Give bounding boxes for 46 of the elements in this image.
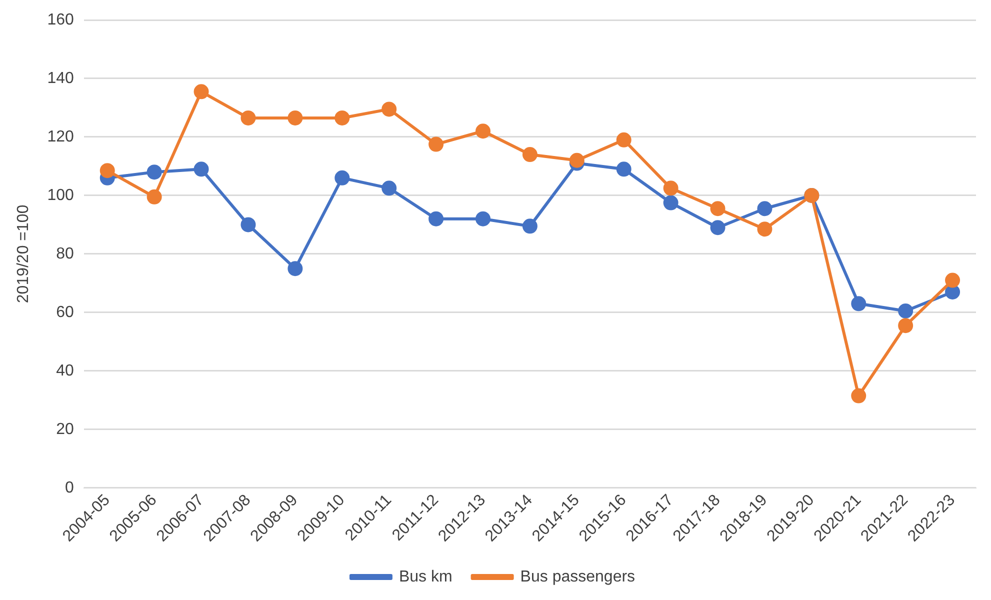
y-tick-label: 60 [56, 304, 74, 321]
point [757, 222, 772, 237]
y-tick-label: 160 [47, 11, 74, 28]
y-tick-label: 120 [47, 128, 74, 146]
y-tick-label: 40 [56, 362, 74, 380]
point [288, 110, 303, 126]
point [522, 147, 538, 162]
point [100, 163, 115, 178]
point [522, 218, 538, 234]
y-tick-label: 100 [47, 186, 74, 204]
point [616, 162, 632, 177]
point [194, 84, 209, 100]
point [146, 189, 162, 204]
point [663, 180, 678, 196]
point [757, 201, 772, 216]
point [710, 201, 726, 216]
point [663, 195, 678, 210]
point [616, 132, 632, 148]
point [898, 303, 914, 318]
point [194, 162, 209, 177]
point [382, 180, 397, 196]
point [240, 110, 256, 126]
point [146, 164, 162, 180]
point [898, 318, 914, 334]
point [710, 220, 726, 236]
point [240, 217, 256, 232]
point [334, 110, 350, 126]
point [428, 136, 444, 152]
legend-label: Bus passengers [520, 568, 636, 586]
y-tick-label: 80 [56, 245, 74, 262]
y-tick-label: 0 [64, 479, 74, 496]
point [945, 284, 960, 300]
point [851, 388, 866, 404]
point [334, 170, 350, 186]
point [382, 102, 397, 117]
point [428, 211, 444, 226]
y-tick-label: 20 [56, 420, 74, 438]
point [475, 211, 490, 226]
y-tick-label: 140 [47, 70, 74, 87]
y-axis-title: 2019/20 =100 [15, 204, 32, 304]
point [569, 152, 584, 168]
legend-label: Bus km [398, 568, 452, 586]
point [851, 296, 866, 312]
point [945, 272, 960, 288]
point [475, 124, 490, 139]
point [288, 261, 303, 276]
